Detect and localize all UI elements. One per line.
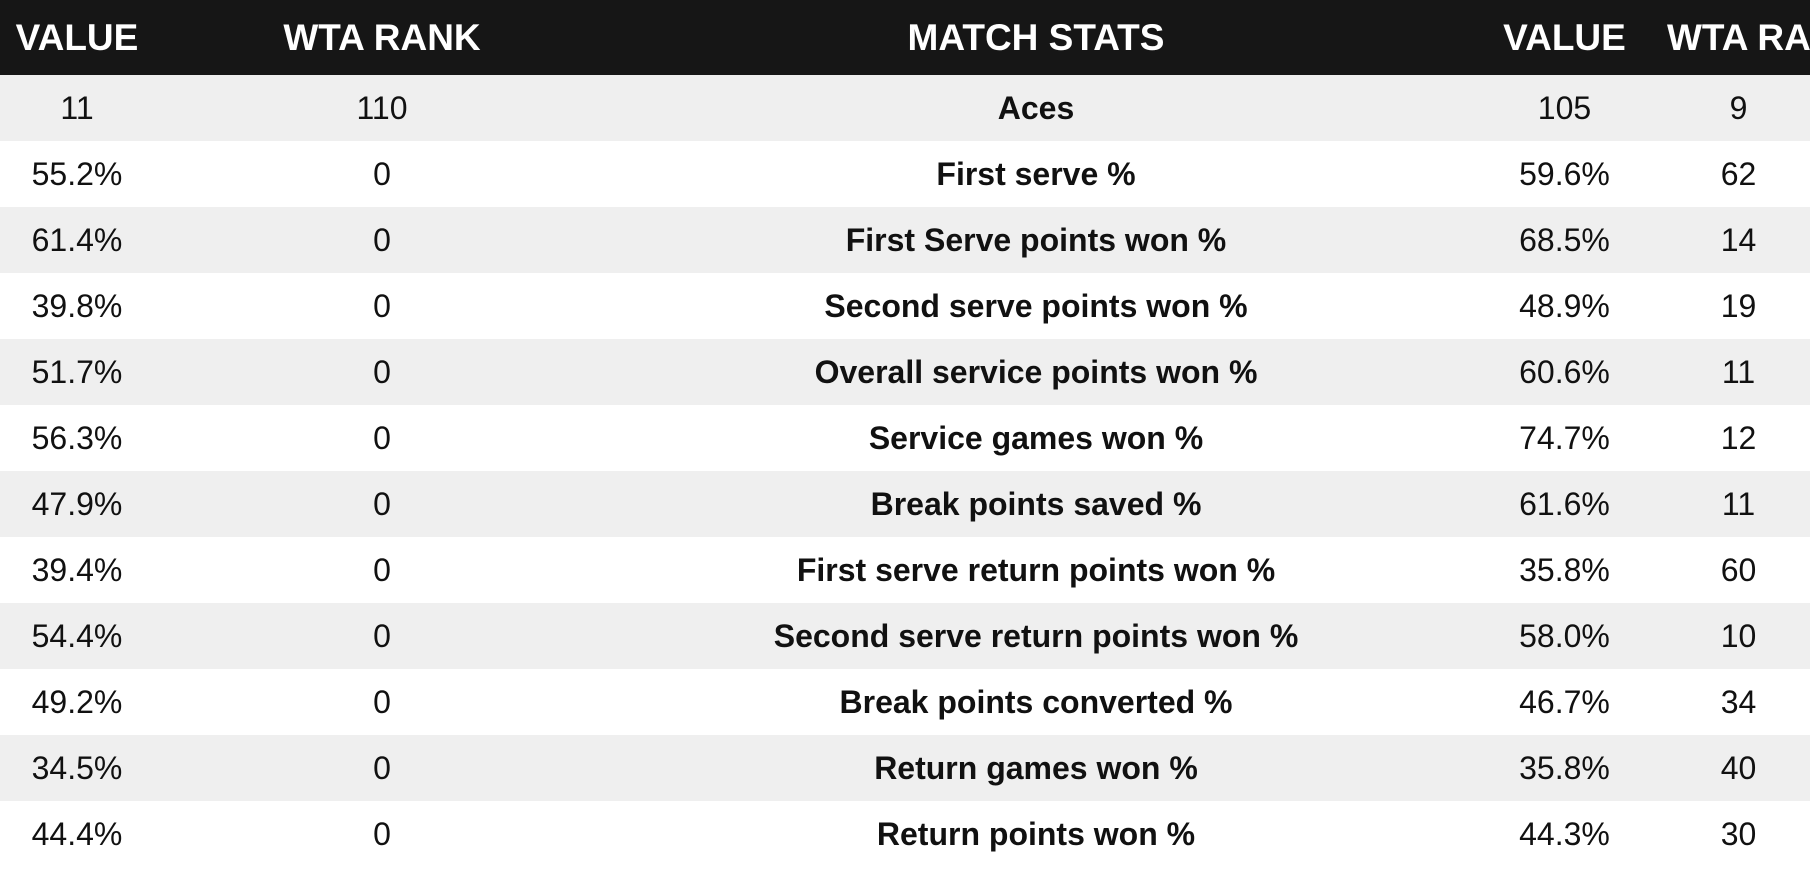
player2-value: 74.7%	[1519, 419, 1610, 456]
table-row: 44.4% 0 Return points won % 44.3% 30	[0, 801, 1810, 867]
player1-wta-rank: 0	[373, 749, 391, 786]
header-player2-value: VALUE	[1503, 16, 1626, 58]
player1-value: 39.4%	[31, 551, 123, 588]
player1-value: 47.9%	[31, 485, 123, 522]
player2-wta-rank: 14	[1720, 221, 1757, 258]
table-row: 49.2% 0 Break points converted % 46.7% 34	[0, 669, 1810, 735]
header-player2-wta-rank: WTA RANK	[1667, 16, 1810, 58]
stat-name: Break points converted %	[839, 683, 1233, 720]
stat-name: Break points saved %	[870, 485, 1202, 522]
player1-wta-rank: 0	[373, 815, 391, 852]
player2-wta-rank: 11	[1721, 353, 1756, 390]
table-row: 56.3% 0 Service games won % 74.7% 12	[0, 405, 1810, 471]
player1-wta-rank: 0	[373, 683, 391, 720]
header-player1-value: VALUE	[15, 16, 139, 58]
table-row: 47.9% 0 Break points saved % 61.6% 11	[0, 471, 1810, 537]
table-row: 39.4% 0 First serve return points won % 35.…	[0, 537, 1810, 603]
header-match-stats: MATCH STATS	[907, 16, 1165, 58]
player2-value: 61.6%	[1519, 485, 1610, 522]
player1-wta-rank: 0	[373, 485, 391, 522]
player1-value: 11	[60, 89, 94, 126]
player1-value: 54.4%	[31, 617, 123, 654]
player2-value: 46.7%	[1519, 683, 1610, 720]
table-row: 55.2% 0 First serve % 59.6% 62	[0, 141, 1810, 207]
player2-wta-rank: 19	[1720, 287, 1757, 324]
player1-wta-rank: 0	[373, 617, 391, 654]
player2-value: 35.8%	[1519, 551, 1610, 588]
player2-wta-rank: 30	[1720, 815, 1757, 852]
player2-value: 105	[1537, 89, 1592, 126]
stat-name: First serve return points won %	[796, 551, 1276, 588]
player1-value: 34.5%	[31, 749, 123, 786]
table-row: 11 110 Aces 105 9	[0, 75, 1810, 141]
player2-wta-rank: 40	[1720, 749, 1757, 786]
table-row: 39.8% 0 Second serve points won % 48.9% 19	[0, 273, 1810, 339]
stat-name: Second serve points won %	[824, 287, 1248, 324]
player1-wta-rank: 110	[356, 89, 408, 126]
player1-value: 39.8%	[31, 287, 123, 324]
player1-wta-rank: 0	[373, 551, 391, 588]
stat-name: Return points won %	[876, 815, 1196, 852]
player1-wta-rank: 0	[373, 221, 391, 258]
table-row: 51.7% 0 Overall service points won % 60.6% 1…	[0, 339, 1810, 405]
player2-wta-rank: 10	[1720, 617, 1757, 654]
player2-value: 44.3%	[1519, 815, 1610, 852]
player1-value: 49.2%	[31, 683, 123, 720]
player2-value: 58.0%	[1519, 617, 1610, 654]
player1-value: 44.4%	[31, 815, 123, 852]
player2-value: 68.5%	[1519, 221, 1610, 258]
player2-value: 59.6%	[1519, 155, 1610, 192]
player2-wta-rank: 62	[1720, 155, 1757, 192]
stat-name: Aces	[997, 89, 1075, 126]
stat-name: Second serve return points won %	[773, 617, 1299, 654]
header-row: VALUE WTA RANK MATCH STATS VALUE WTA RAN…	[0, 0, 1810, 75]
player1-value: 61.4%	[31, 221, 123, 258]
table-body: 11 110 Aces 105 9 55.2% 0 First serve % 59.6% 62 6…	[0, 75, 1810, 867]
player1-value: 51.7%	[31, 353, 123, 390]
stat-name: First serve %	[936, 155, 1136, 192]
player2-value: 35.8%	[1519, 749, 1610, 786]
player2-value: 60.6%	[1519, 353, 1610, 390]
player1-wta-rank: 0	[373, 155, 391, 192]
table-row: 61.4% 0 First Serve points won % 68.5% 14	[0, 207, 1810, 273]
table-row: 54.4% 0 Second serve return points won % 58…	[0, 603, 1810, 669]
player2-wta-rank: 11	[1721, 485, 1756, 522]
player1-value: 55.2%	[31, 155, 123, 192]
stat-name: Return games won %	[874, 749, 1198, 786]
stat-name: Overall service points won %	[814, 353, 1258, 390]
player2-wta-rank: 60	[1720, 551, 1757, 588]
player2-value: 48.9%	[1519, 287, 1610, 324]
stat-name: Service games won %	[868, 419, 1204, 456]
player2-wta-rank: 34	[1720, 683, 1757, 720]
player1-wta-rank: 0	[373, 419, 391, 456]
player1-value: 56.3%	[31, 419, 123, 456]
player1-wta-rank: 0	[373, 287, 391, 324]
table-row: 34.5% 0 Return games won % 35.8% 40	[0, 735, 1810, 801]
table-header: VALUE WTA RANK MATCH STATS VALUE WTA RAN…	[0, 0, 1810, 75]
header-player1-wta-rank: WTA RANK	[283, 16, 481, 58]
player2-wta-rank: 9	[1729, 89, 1748, 126]
player1-wta-rank: 0	[373, 353, 391, 390]
player2-wta-rank: 12	[1720, 419, 1757, 456]
stat-name: First Serve points won %	[845, 221, 1227, 258]
